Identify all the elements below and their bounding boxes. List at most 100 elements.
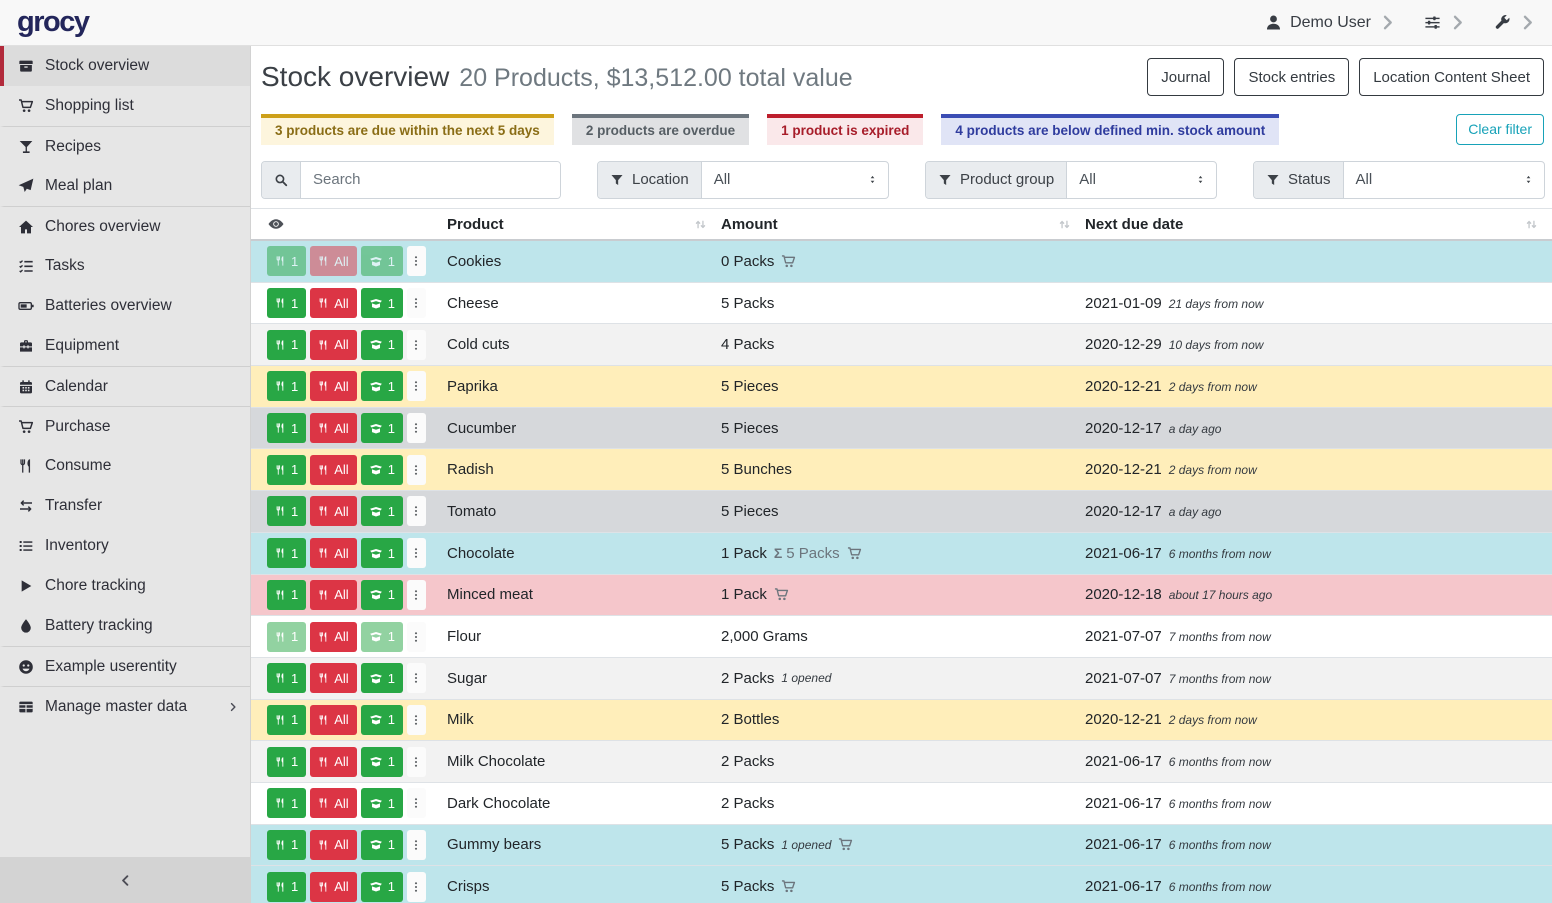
- consume-all-button[interactable]: All: [310, 454, 357, 485]
- sidebar-item-calendar[interactable]: Calendar: [0, 366, 250, 406]
- shopping-cart-icon[interactable]: [781, 879, 796, 894]
- consume-one-button[interactable]: 1: [267, 371, 307, 402]
- row-menu-button[interactable]: [406, 246, 426, 277]
- status-select[interactable]: All: [1344, 162, 1544, 198]
- open-one-button[interactable]: 1: [360, 413, 403, 444]
- consume-all-button[interactable]: All: [310, 788, 357, 819]
- row-menu-button[interactable]: [406, 413, 426, 444]
- consume-all-button[interactable]: All: [310, 871, 357, 902]
- open-one-button[interactable]: 1: [360, 246, 403, 277]
- consume-all-button[interactable]: All: [310, 621, 357, 652]
- open-one-button[interactable]: 1: [360, 746, 403, 777]
- consume-one-button[interactable]: 1: [267, 871, 307, 902]
- sidebar-item-shopping-list[interactable]: Shopping list: [0, 86, 250, 126]
- search-input[interactable]: [301, 161, 560, 198]
- status-badge[interactable]: 1 product is expired: [767, 113, 924, 145]
- row-menu-button[interactable]: [406, 704, 426, 735]
- sidebar-item-stock-overview[interactable]: Stock overview: [0, 46, 250, 86]
- sidebar-item-equipment[interactable]: Equipment: [0, 326, 250, 366]
- open-one-button[interactable]: 1: [360, 538, 403, 569]
- sidebar-item-chores-overview[interactable]: Chores overview: [0, 206, 250, 246]
- status-badge[interactable]: 2 products are overdue: [571, 113, 750, 145]
- shopping-cart-icon[interactable]: [774, 587, 789, 602]
- consume-one-button[interactable]: 1: [267, 496, 307, 527]
- consume-all-button[interactable]: All: [310, 829, 357, 860]
- sidebar-item-meal-plan[interactable]: Meal plan: [0, 166, 250, 206]
- consume-all-button[interactable]: All: [310, 579, 357, 610]
- open-one-button[interactable]: 1: [360, 871, 403, 902]
- product-group-select[interactable]: All: [1067, 162, 1216, 198]
- consume-one-button[interactable]: 1: [267, 579, 307, 610]
- sidebar-item-transfer[interactable]: Transfer: [0, 486, 250, 526]
- consume-one-button[interactable]: 1: [267, 788, 307, 819]
- open-one-button[interactable]: 1: [360, 288, 403, 319]
- status-badge[interactable]: 4 products are below defined min. stock …: [941, 113, 1280, 145]
- open-one-button[interactable]: 1: [360, 579, 403, 610]
- row-menu-button[interactable]: [406, 288, 426, 319]
- clear-filter-button[interactable]: Clear filter: [1456, 113, 1544, 145]
- shopping-cart-icon[interactable]: [781, 254, 796, 269]
- sidebar-item-consume[interactable]: Consume: [0, 446, 250, 486]
- consume-one-button[interactable]: 1: [267, 288, 307, 319]
- row-menu-button[interactable]: [406, 663, 426, 694]
- consume-all-button[interactable]: All: [310, 496, 357, 527]
- consume-one-button[interactable]: 1: [267, 538, 307, 569]
- sidebar-item-inventory[interactable]: Inventory: [0, 526, 250, 566]
- open-one-button[interactable]: 1: [360, 454, 403, 485]
- consume-one-button[interactable]: 1: [267, 663, 307, 694]
- open-one-button[interactable]: 1: [360, 788, 403, 819]
- visibility-column-header[interactable]: [251, 216, 447, 232]
- consume-one-button[interactable]: 1: [267, 413, 307, 444]
- sidebar-item-example-userentity[interactable]: Example userentity: [0, 646, 250, 686]
- sidebar-collapse-button[interactable]: [0, 857, 250, 903]
- consume-all-button[interactable]: All: [310, 371, 357, 402]
- sidebar-item-chore-tracking[interactable]: Chore tracking: [0, 566, 250, 606]
- consume-one-button[interactable]: 1: [267, 329, 307, 360]
- consume-one-button[interactable]: 1: [267, 704, 307, 735]
- open-one-button[interactable]: 1: [360, 621, 403, 652]
- sidebar-item-tasks[interactable]: Tasks: [0, 246, 250, 286]
- consume-all-button[interactable]: All: [310, 704, 357, 735]
- next-due-date-column-header[interactable]: Next due date: [1085, 216, 1552, 233]
- row-menu-button[interactable]: [406, 829, 426, 860]
- consume-one-button[interactable]: 1: [267, 829, 307, 860]
- stock-entries-button[interactable]: Stock entries: [1234, 58, 1350, 96]
- open-one-button[interactable]: 1: [360, 496, 403, 527]
- location-select[interactable]: All: [702, 162, 888, 198]
- location-content-sheet-button[interactable]: Location Content Sheet: [1359, 58, 1544, 96]
- row-menu-button[interactable]: [406, 621, 426, 652]
- user-menu[interactable]: Demo User: [1265, 14, 1396, 32]
- consume-all-button[interactable]: All: [310, 246, 357, 277]
- row-menu-button[interactable]: [406, 454, 426, 485]
- consume-all-button[interactable]: All: [310, 288, 357, 319]
- consume-all-button[interactable]: All: [310, 538, 357, 569]
- consume-all-button[interactable]: All: [310, 663, 357, 694]
- row-menu-button[interactable]: [406, 871, 426, 902]
- row-menu-button[interactable]: [406, 538, 426, 569]
- row-menu-button[interactable]: [406, 788, 426, 819]
- sidebar-item-manage-master-data[interactable]: Manage master data: [0, 686, 250, 726]
- status-badge[interactable]: 3 products are due within the next 5 day…: [261, 113, 554, 145]
- shopping-cart-icon[interactable]: [847, 546, 862, 561]
- row-menu-button[interactable]: [406, 746, 426, 777]
- sidebar-item-batteries-overview[interactable]: Batteries overview: [0, 286, 250, 326]
- sidebar-item-purchase[interactable]: Purchase: [0, 406, 250, 446]
- row-menu-button[interactable]: [406, 496, 426, 527]
- consume-one-button[interactable]: 1: [267, 454, 307, 485]
- shopping-cart-icon[interactable]: [838, 837, 853, 852]
- sidebar-item-battery-tracking[interactable]: Battery tracking: [0, 606, 250, 646]
- open-one-button[interactable]: 1: [360, 371, 403, 402]
- admin-menu[interactable]: [1494, 14, 1536, 31]
- open-one-button[interactable]: 1: [360, 704, 403, 735]
- open-one-button[interactable]: 1: [360, 329, 403, 360]
- settings-menu[interactable]: [1424, 14, 1466, 31]
- row-menu-button[interactable]: [406, 579, 426, 610]
- consume-all-button[interactable]: All: [310, 746, 357, 777]
- open-one-button[interactable]: 1: [360, 829, 403, 860]
- consume-one-button[interactable]: 1: [267, 746, 307, 777]
- amount-column-header[interactable]: Amount: [721, 216, 1085, 233]
- open-one-button[interactable]: 1: [360, 663, 403, 694]
- consume-one-button[interactable]: 1: [267, 246, 307, 277]
- sidebar-item-recipes[interactable]: Recipes: [0, 126, 250, 166]
- journal-button[interactable]: Journal: [1147, 58, 1225, 96]
